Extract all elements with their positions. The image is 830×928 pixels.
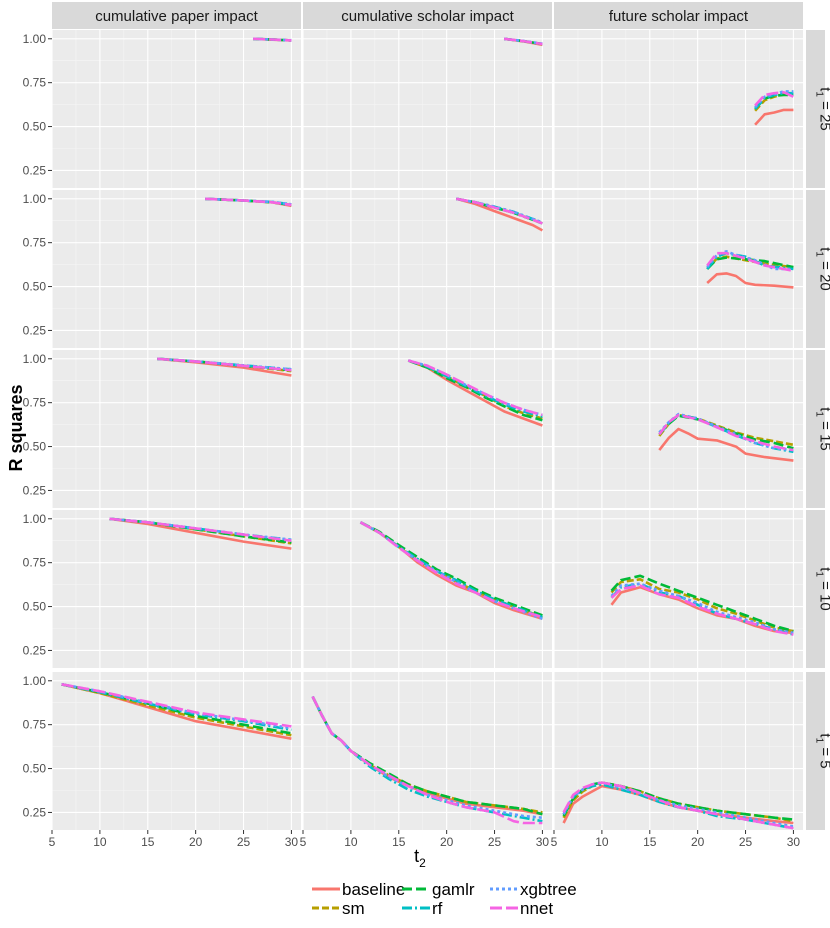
facet-panel	[554, 190, 803, 348]
y-tick-label: 0.75	[23, 76, 47, 90]
y-tick-label: 0.50	[23, 762, 47, 776]
x-axis-title: t2	[414, 846, 426, 870]
y-tick-label: 0.25	[23, 163, 47, 177]
x-tick-label: 10	[344, 835, 358, 849]
x-tick-label: 15	[141, 835, 155, 849]
facet-panel	[303, 190, 552, 348]
panel-background	[52, 510, 301, 668]
facet-panel	[303, 672, 552, 830]
facet-panel	[52, 510, 301, 668]
facet-panel	[554, 30, 803, 188]
panel-background	[52, 350, 301, 508]
x-tick-label: 5	[551, 835, 558, 849]
panel-background	[554, 30, 803, 188]
y-tick-label: 1.00	[23, 512, 47, 526]
panel-background	[303, 510, 552, 668]
x-tick-label: 30	[285, 835, 299, 849]
panel-background	[554, 510, 803, 668]
facet-panel	[554, 510, 803, 668]
series-line-nnet	[253, 39, 291, 41]
x-tick-label: 5	[300, 835, 307, 849]
y-tick-label: 0.75	[23, 718, 47, 732]
y-tick-label: 0.75	[23, 396, 47, 410]
panel-background	[52, 190, 301, 348]
panel-background	[52, 672, 301, 830]
x-tick-label: 25	[237, 835, 251, 849]
y-tick-label: 0.25	[23, 323, 47, 337]
legend-label-rf: rf	[432, 899, 443, 918]
x-tick-label: 25	[488, 835, 502, 849]
facet-panel	[303, 350, 552, 508]
panel-background	[52, 30, 301, 188]
panel-background	[554, 190, 803, 348]
facet-panel	[554, 672, 803, 830]
panel-background	[303, 672, 552, 830]
y-tick-label: 1.00	[23, 352, 47, 366]
facet-panel	[554, 350, 803, 508]
x-tick-label: 30	[787, 835, 801, 849]
x-tick-label: 20	[189, 835, 203, 849]
y-tick-label: 0.50	[23, 120, 47, 134]
y-axis-title: R squares	[6, 384, 26, 471]
panels-layer	[52, 30, 803, 830]
legend-label-baseline: baseline	[342, 880, 405, 899]
legend-label-gamlr: gamlr	[432, 880, 475, 899]
x-tick-label: 20	[691, 835, 705, 849]
y-tick-label: 0.25	[23, 805, 47, 819]
column-strip-label: cumulative scholar impact	[341, 8, 514, 25]
x-tick-label: 10	[93, 835, 107, 849]
facet-panel	[52, 30, 301, 188]
x-tick-label: 5	[49, 835, 56, 849]
x-tick-label: 20	[440, 835, 454, 849]
facet-panel	[303, 30, 552, 188]
y-tick-label: 0.50	[23, 600, 47, 614]
x-axis-title-subscript: 2	[419, 856, 426, 870]
x-tick-label: 15	[392, 835, 406, 849]
y-tick-label: 1.00	[23, 674, 47, 688]
legend-label-nnet: nnet	[520, 899, 553, 918]
y-tick-label: 1.00	[23, 192, 47, 206]
column-strip-label: cumulative paper impact	[95, 8, 258, 25]
y-tick-label: 0.50	[23, 280, 47, 294]
x-tick-label: 25	[739, 835, 753, 849]
facet-panel	[52, 672, 301, 830]
y-tick-label: 0.75	[23, 556, 47, 570]
x-tick-label: 30	[536, 835, 550, 849]
y-tick-label: 0.50	[23, 440, 47, 454]
legend-label-xgbtree: xgbtree	[520, 880, 577, 899]
column-strip-label: future scholar impact	[609, 8, 749, 25]
y-tick-label: 0.25	[23, 483, 47, 497]
facet-panel	[52, 350, 301, 508]
y-tick-label: 0.75	[23, 236, 47, 250]
facet-panel	[52, 190, 301, 348]
x-tick-label: 10	[595, 835, 609, 849]
legend-label-sm: sm	[342, 899, 365, 918]
panel-background	[303, 30, 552, 188]
x-tick-label: 15	[643, 835, 657, 849]
y-tick-label: 1.00	[23, 32, 47, 46]
panel-background	[303, 350, 552, 508]
facet-panel	[303, 510, 552, 668]
y-tick-label: 0.25	[23, 643, 47, 657]
